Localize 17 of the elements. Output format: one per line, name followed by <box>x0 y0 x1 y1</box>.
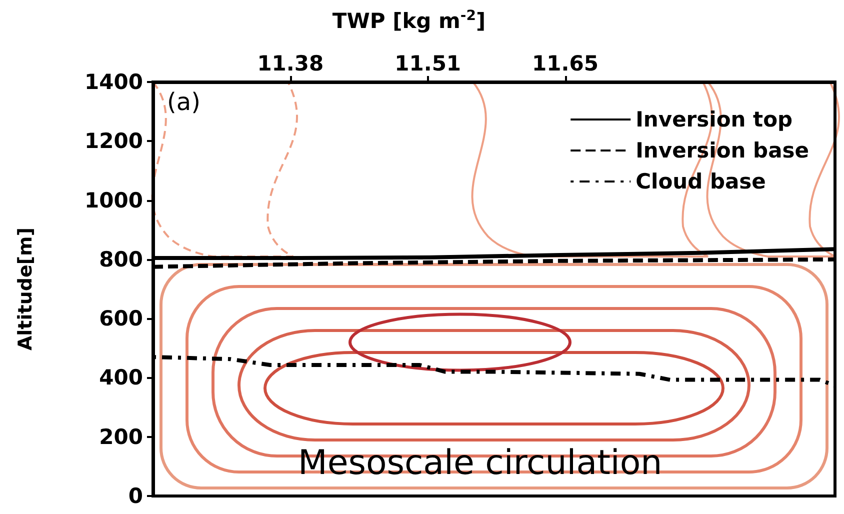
x-tick-label: 11.38 <box>257 52 324 76</box>
annotation: (a) <box>167 88 200 116</box>
y-tick-label: 600 <box>99 306 143 331</box>
x-axis-title: TWP [kg m$^{-2}$] <box>332 8 486 33</box>
y-tick-label: 400 <box>99 366 143 390</box>
y-tick-label: 1400 <box>84 70 143 94</box>
x-tick-label: 11.65 <box>532 52 598 76</box>
legend-label: Cloud base <box>636 170 766 194</box>
y-tick-label: 0 <box>128 484 143 508</box>
y-tick-label: 800 <box>99 247 143 272</box>
legend-label: Inversion top <box>636 108 793 132</box>
y-tick-label: 1200 <box>84 129 143 154</box>
y-tick-label: 200 <box>99 424 143 449</box>
x-tick-label: 11.51 <box>394 52 462 76</box>
legend-label: Inversion base <box>636 138 810 162</box>
y-axis-title: Altitude[m] <box>14 227 36 351</box>
y-tick-label: 1000 <box>84 188 143 212</box>
